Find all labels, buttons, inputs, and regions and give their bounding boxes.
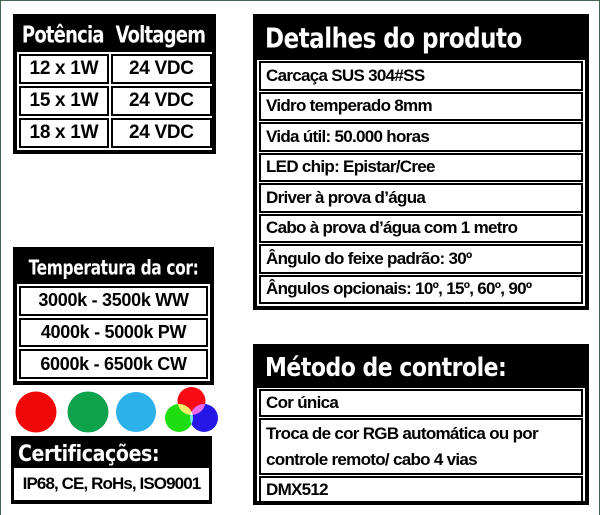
rgb-yellow-overlap: [177, 404, 193, 415]
power-voltage-header: Potência Voltagem: [17, 18, 212, 52]
certifications-value: IP68, CE, RoHs, ISO9001: [14, 468, 209, 500]
certifications-box: Certificações: IP68, CE, RoHs, ISO9001: [11, 436, 212, 504]
cyan-dot-icon: [116, 392, 156, 432]
temp-option-cool-white: 6000k - 6500k CW: [19, 349, 208, 380]
detail-row-housing: Carcaça SUS 304#SS: [259, 61, 583, 91]
voltage-cell: 24 VDC: [110, 86, 212, 116]
detail-row-glass: Vidro temperado 8mm: [259, 91, 583, 121]
control-row-dmx512: DMX512: [259, 476, 583, 503]
green-dot-icon: [67, 391, 109, 433]
control-method-header: Método de controle:: [257, 348, 585, 388]
certifications-title-text: Certificações:: [18, 441, 160, 467]
power-voltage-body: 12 x 1W 24 VDC 15 x 1W 24 VDC 18 x 1W 24…: [17, 52, 212, 150]
color-temperature-body: 3000k - 3500k WW 4000k - 5000k PW 6000k …: [17, 284, 210, 381]
red-dot-icon: [15, 391, 57, 433]
temp-option-pure-white: 4000k - 5000k PW: [19, 317, 208, 348]
power-voltage-table: Potência Voltagem 12 x 1W 24 VDC 15 x 1W…: [13, 14, 216, 154]
color-temperature-table: Temperatura da cor: 3000k - 3500k WW 400…: [13, 247, 214, 385]
certifications-title: Certificações:: [11, 436, 212, 468]
control-method-table: Método de controle: Cor única Troca de c…: [253, 344, 589, 505]
control-row-rgb-change: Troca de cor RGB automática ou por contr…: [259, 418, 583, 475]
product-details-table: Detalhes do produto Carcaça SUS 304#SS V…: [253, 14, 589, 310]
detail-row-led-chip: LED chip: Epistar/Cree: [259, 152, 583, 182]
voltage-cell: 24 VDC: [110, 118, 212, 148]
control-method-title: Método de controle:: [265, 353, 507, 383]
detail-row-lifespan: Vida útil: 50.000 horas: [259, 122, 583, 152]
color-swatches: [15, 391, 156, 433]
detail-row-driver: Driver à prova d’água: [259, 183, 583, 213]
detail-row-optional-angles: Ângulos opcionais: 10º, 15º, 60º, 90º: [259, 274, 583, 304]
control-method-body: Cor única Troca de cor RGB automática ou…: [257, 388, 585, 505]
color-temperature-title: Temperatura da cor:: [28, 255, 199, 280]
power-cell: 12 x 1W: [19, 54, 109, 84]
detail-row-cable: Cabo à prova d’água com 1 metro: [259, 213, 583, 243]
product-details-body: Carcaça SUS 304#SS Vidro temperado 8mm V…: [257, 60, 585, 306]
detail-row-beam-angle: Ângulo do feixe padrão: 30º: [259, 244, 583, 274]
product-details-title: Detalhes do produto: [265, 23, 522, 55]
product-details-header: Detalhes do produto: [257, 18, 585, 60]
power-cell: 15 x 1W: [19, 86, 109, 116]
rgb-mix-icon: [165, 387, 218, 432]
control-row-single-color: Cor única: [259, 389, 583, 417]
voltage-column-header: Voltagem: [115, 21, 206, 49]
temp-option-warm-white: 3000k - 3500k WW: [19, 286, 208, 316]
rgb-magenta-overlap: [190, 404, 206, 415]
color-temperature-header: Temperatura da cor:: [17, 251, 210, 284]
power-cell: 18 x 1W: [19, 118, 109, 148]
voltage-cell: 24 VDC: [110, 54, 212, 84]
power-column-header: Potência: [21, 21, 105, 49]
